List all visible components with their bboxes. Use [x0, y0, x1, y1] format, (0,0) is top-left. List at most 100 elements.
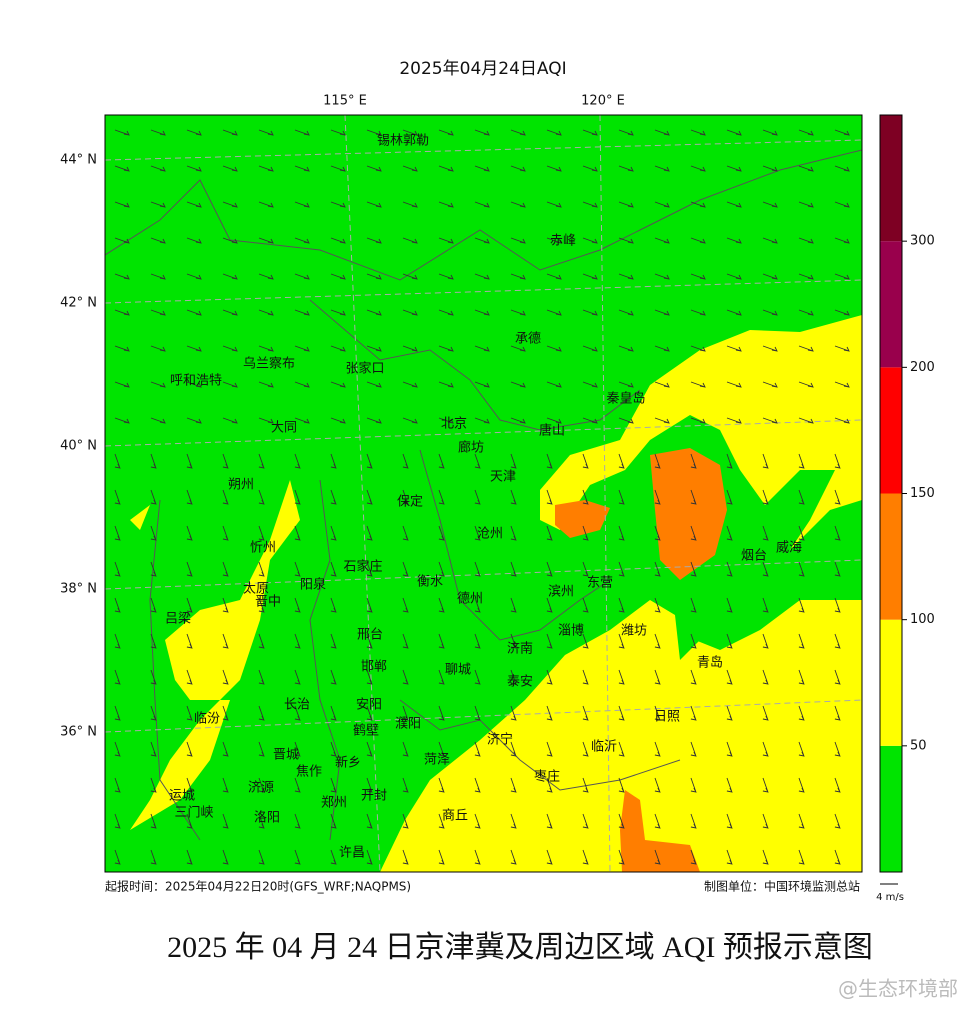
wind-arrow	[834, 417, 850, 424]
wind-arrow	[726, 813, 733, 829]
wind-arrow	[726, 273, 742, 280]
wind-arrow	[114, 849, 121, 865]
wind-arrow	[762, 273, 778, 280]
aqi-good-area	[690, 500, 862, 650]
wind-arrow	[834, 813, 841, 829]
wind-arrow	[510, 489, 517, 505]
city-label: 大同	[271, 421, 297, 436]
city-label: 濮阳	[395, 717, 421, 732]
wind-arrow	[330, 669, 337, 685]
wind-arrow	[294, 201, 310, 208]
wind-arrow	[798, 237, 814, 244]
city-label: 石家庄	[343, 559, 382, 575]
wind-arrow	[834, 381, 850, 388]
wind-arrow	[186, 309, 202, 316]
city-label: 鹤壁	[353, 723, 379, 739]
wind-arrow	[510, 201, 526, 208]
wind-arrow	[798, 381, 814, 388]
wind-arrow	[546, 345, 562, 352]
lat-label: 42° N	[60, 296, 97, 311]
wind-arrow	[618, 561, 625, 577]
wind-arrow	[618, 453, 625, 469]
wind-arrow	[582, 561, 589, 577]
city-label: 青岛	[697, 655, 723, 671]
city-label: 保定	[397, 495, 423, 510]
wind-arrow	[654, 417, 670, 424]
aqi-sensitive-area	[620, 790, 700, 872]
wind-arrow	[186, 525, 193, 541]
wind-arrow	[726, 561, 733, 577]
wind-arrow	[222, 741, 229, 757]
wind-arrow	[366, 669, 373, 685]
city-label: 邢台	[357, 628, 383, 643]
city-label: 开封	[361, 789, 387, 804]
wind-arrow	[114, 525, 121, 541]
wind-arrow	[618, 165, 634, 172]
wind-arrow	[474, 849, 481, 865]
wind-arrow	[546, 597, 553, 613]
wind-arrow	[762, 345, 778, 352]
wind-arrow	[834, 345, 850, 352]
city-label: 临沂	[591, 740, 617, 755]
wind-arrow	[690, 777, 697, 793]
wind-arrow	[762, 237, 778, 244]
wind-arrow	[726, 201, 742, 208]
wind-arrow	[690, 165, 706, 172]
wind-arrow	[186, 669, 193, 685]
wind-arrow	[258, 741, 265, 757]
city-label: 沧州	[477, 526, 503, 542]
wind-arrow	[186, 129, 202, 136]
wind-arrow	[762, 165, 778, 172]
wind-arrow	[366, 309, 382, 316]
city-label: 泰安	[507, 675, 533, 690]
wind-arrow	[114, 813, 121, 829]
wind-arrow	[726, 669, 733, 685]
wind-arrow	[366, 273, 382, 280]
wind-arrow	[834, 237, 850, 244]
wind-arrow	[726, 489, 733, 505]
colorbar-tick-label: 200	[910, 360, 935, 375]
city-label: 晋城	[273, 748, 299, 763]
city-label: 承德	[515, 332, 541, 347]
wind-arrow	[474, 633, 481, 649]
city-label: 张家口	[345, 361, 384, 377]
wind-arrow	[330, 417, 346, 424]
colorbar-band	[880, 619, 902, 746]
wind-arrow	[438, 561, 445, 577]
city-label: 潍坊	[621, 624, 647, 639]
wind-arrow	[798, 525, 805, 541]
wind-arrow	[114, 381, 130, 388]
wind-arrow	[546, 813, 553, 829]
wind-arrow	[402, 561, 409, 577]
wind-arrow	[798, 165, 814, 172]
city-label: 威海	[776, 541, 802, 556]
wind-arrow	[114, 669, 121, 685]
wind-arrow	[510, 669, 517, 685]
graticule	[105, 115, 862, 872]
aqi-sensitive-area	[650, 448, 727, 580]
wind-arrow	[654, 849, 661, 865]
wind-arrow	[150, 309, 166, 316]
wind-arrow	[618, 849, 625, 865]
wind-arrow	[474, 597, 481, 613]
wind-arrow	[402, 273, 418, 280]
wind-arrow	[294, 489, 301, 505]
wind-arrow	[438, 849, 445, 865]
wind-arrow	[402, 489, 409, 505]
wind-arrow	[438, 273, 454, 280]
city-label: 秦皇岛	[606, 391, 645, 407]
wind-arrow	[330, 705, 337, 721]
wind-arrow	[222, 813, 229, 829]
wind-arrow	[474, 165, 490, 172]
wind-arrow	[294, 705, 301, 721]
wind-arrow	[690, 813, 697, 829]
wind-arrow	[186, 237, 202, 244]
wind-arrow	[582, 381, 598, 388]
wind-arrow	[186, 849, 193, 865]
wind-arrow	[150, 417, 166, 424]
wind-arrow	[546, 525, 553, 541]
wind-arrow	[438, 453, 445, 469]
wind-arrow	[438, 489, 445, 505]
wind-arrow	[618, 129, 634, 136]
